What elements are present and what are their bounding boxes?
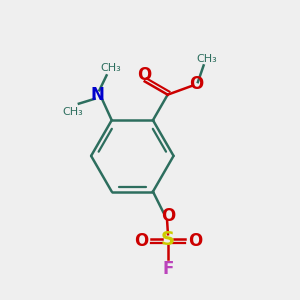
Text: O: O [134,232,148,250]
Text: O: O [161,207,175,225]
Text: CH₃: CH₃ [196,54,217,64]
Text: O: O [189,75,203,93]
Text: CH₃: CH₃ [62,107,83,117]
Text: F: F [163,260,174,278]
Text: O: O [138,66,152,84]
Text: N: N [90,86,104,104]
Text: S: S [161,230,175,249]
Text: O: O [188,232,202,250]
Text: CH₃: CH₃ [100,63,121,73]
